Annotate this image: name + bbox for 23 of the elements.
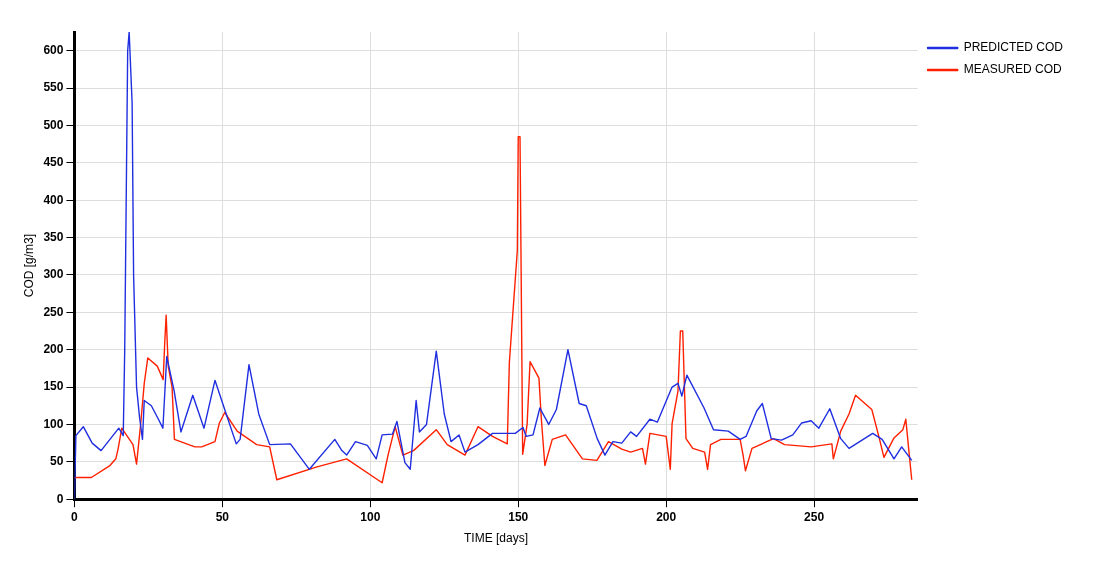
y-tick-label: 600	[43, 43, 64, 57]
y-tick-label: 300	[43, 267, 64, 282]
legend-label: MEASURED COD	[963, 62, 1062, 77]
x-tick-label: 250	[804, 509, 825, 524]
x-tick-label: 150	[508, 509, 529, 524]
y-tick-label: 550	[43, 80, 64, 95]
x-tick-label: 200	[656, 509, 677, 524]
y-tick-label: 250	[43, 304, 64, 319]
y-tick-label: 150	[43, 379, 64, 394]
x-tick-label: 100	[360, 509, 381, 524]
y-tick-label: 100	[43, 416, 64, 431]
x-tick-label: 0	[71, 509, 79, 524]
y-tick-label: 200	[43, 342, 64, 357]
x-tick-label: 50	[215, 509, 230, 524]
y-tick-label: 350	[43, 229, 64, 244]
y-tick-label: 450	[43, 155, 64, 170]
x-axis-title: TIME [days]	[464, 531, 529, 546]
y-tick-label: 0	[56, 491, 64, 506]
legend-label: PREDICTED COD	[963, 40, 1064, 55]
y-tick-label: 500	[43, 117, 64, 132]
y-axis-title: COD [g/m3]	[21, 233, 36, 298]
y-tick-label: 50	[50, 454, 64, 469]
y-tick-label: 400	[43, 192, 64, 207]
